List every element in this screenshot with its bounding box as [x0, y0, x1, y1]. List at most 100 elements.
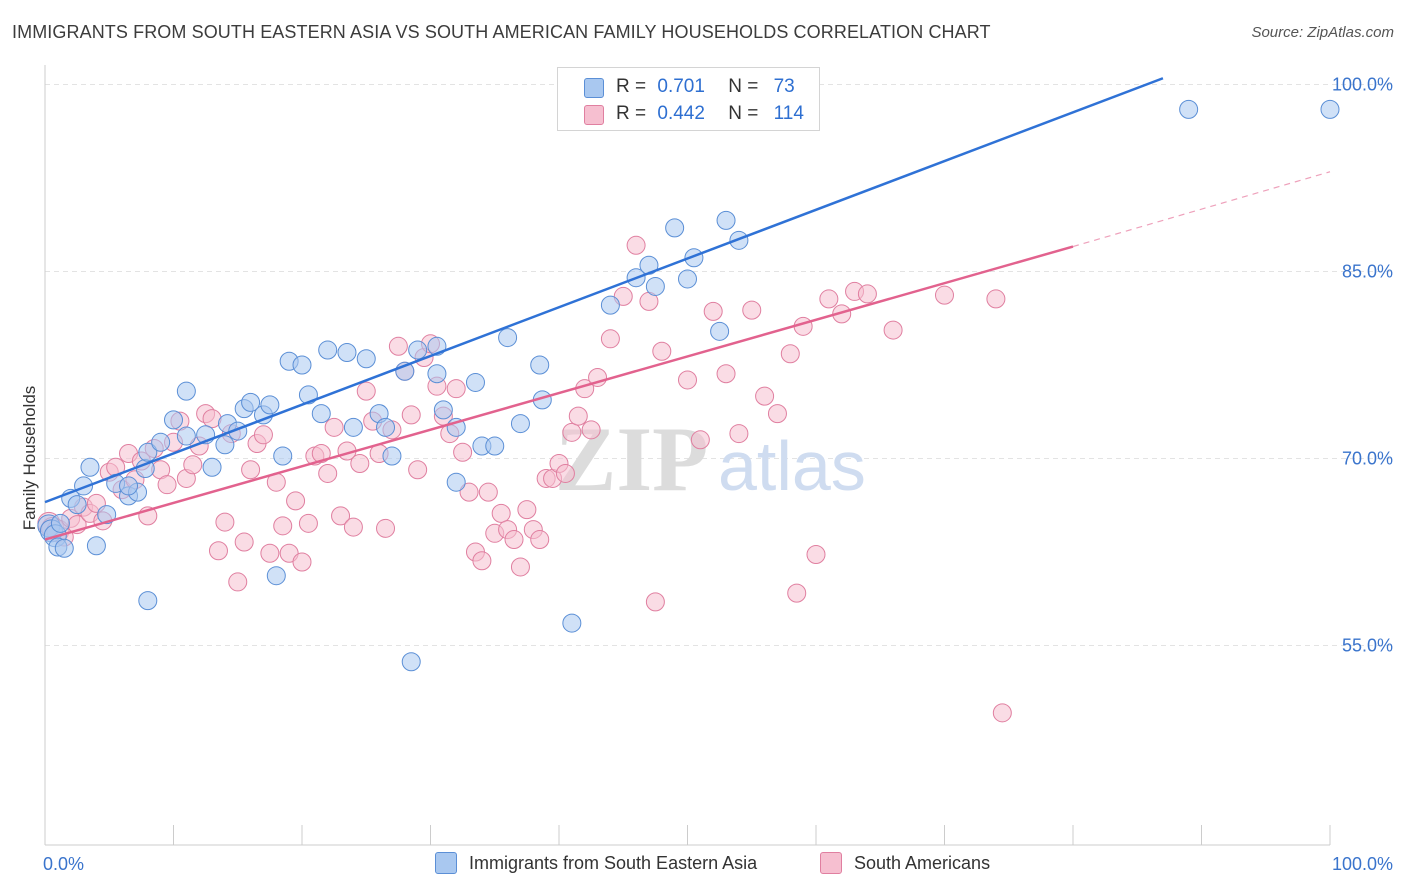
data-point	[562, 613, 582, 633]
data-point	[806, 545, 826, 565]
stats-legend: R = 0.701 N = 73 R = 0.442 N = 114	[557, 67, 820, 131]
data-point	[311, 404, 331, 424]
data-point	[292, 552, 312, 572]
data-point	[472, 551, 492, 571]
data-point	[183, 455, 203, 475]
n-label: N =	[728, 103, 759, 124]
y-tick-label: 70.0%	[1342, 449, 1393, 469]
data-point	[504, 530, 524, 550]
data-point	[151, 432, 171, 452]
data-point	[857, 284, 877, 304]
data-point	[376, 417, 396, 437]
data-point	[138, 442, 158, 462]
data-point	[491, 503, 511, 523]
data-point	[401, 405, 421, 425]
data-point	[935, 285, 954, 305]
points-south-americans	[37, 106, 1012, 723]
n-label: N =	[728, 76, 759, 97]
data-point	[992, 703, 1012, 723]
data-point	[716, 210, 736, 230]
y-tick-label: 55.0%	[1342, 636, 1393, 656]
data-point	[318, 340, 338, 360]
data-point	[273, 446, 293, 466]
data-point	[446, 379, 466, 399]
data-point	[331, 506, 351, 526]
data-point	[787, 583, 807, 603]
data-point	[510, 557, 530, 577]
data-point	[176, 381, 196, 401]
data-point	[298, 513, 318, 533]
data-point	[485, 436, 505, 456]
data-point	[215, 435, 235, 455]
tick-labels: 100.0% 85.0% 70.0% 55.0% 0.0% 100.0%	[43, 74, 1393, 874]
data-point	[600, 295, 620, 315]
data-point	[253, 425, 273, 445]
data-point	[176, 426, 196, 446]
data-point	[356, 349, 376, 369]
data-point	[755, 386, 775, 406]
y-tick-label: 100.0%	[1332, 74, 1393, 94]
data-point	[645, 592, 665, 612]
data-point	[86, 536, 106, 556]
data-point	[318, 463, 338, 483]
grid-lines	[45, 83, 1395, 647]
data-point	[433, 400, 453, 420]
data-point	[382, 446, 402, 466]
points-south-eastern-asia	[37, 99, 1340, 672]
data-point	[742, 300, 762, 320]
data-point	[652, 341, 672, 361]
trend-line-blue	[44, 77, 1164, 504]
data-point	[388, 336, 408, 356]
chart-title: IMMIGRANTS FROM SOUTH EASTERN ASIA VS SO…	[12, 22, 991, 42]
data-point	[234, 532, 254, 552]
data-point	[478, 482, 498, 502]
data-point	[266, 566, 286, 586]
data-point	[260, 395, 280, 415]
data-point	[408, 340, 428, 360]
data-point	[324, 417, 344, 437]
data-point	[716, 364, 736, 384]
data-point	[356, 381, 376, 401]
data-point	[311, 444, 331, 464]
data-point	[665, 218, 685, 238]
x-tick-label: 100.0%	[1332, 854, 1393, 874]
data-point	[690, 430, 710, 450]
data-point	[138, 591, 158, 611]
data-point	[678, 370, 697, 390]
r-label: R =	[616, 76, 647, 97]
data-point	[376, 518, 396, 538]
data-point	[986, 289, 1006, 309]
data-point	[286, 491, 306, 511]
x-tick-label: 0.0%	[43, 854, 84, 874]
data-point	[241, 460, 261, 480]
r-label: R =	[616, 103, 647, 124]
data-point	[883, 320, 903, 340]
data-point	[273, 516, 293, 536]
data-point	[767, 404, 787, 424]
data-point	[54, 538, 74, 558]
data-point	[343, 517, 363, 537]
data-point	[337, 343, 357, 363]
data-point	[343, 417, 363, 437]
pink-swatch	[820, 852, 842, 874]
data-point	[729, 424, 749, 444]
legend-label: Immigrants from South Eastern Asia	[469, 852, 758, 873]
legend-item-south-americans: South Americans	[820, 851, 990, 875]
data-point	[568, 406, 588, 426]
data-point	[581, 420, 601, 440]
n-value: 114	[773, 103, 804, 124]
data-point	[710, 321, 730, 341]
data-point	[80, 457, 100, 477]
data-point	[50, 513, 70, 533]
data-point	[555, 463, 575, 483]
data-point	[97, 505, 117, 525]
axes	[44, 65, 1331, 846]
data-point	[530, 530, 550, 550]
data-point	[1179, 99, 1199, 119]
data-point	[678, 269, 697, 289]
y-tick-label: 85.0%	[1342, 261, 1393, 281]
data-point	[446, 472, 466, 492]
data-point	[401, 652, 421, 672]
data-point	[241, 392, 261, 412]
